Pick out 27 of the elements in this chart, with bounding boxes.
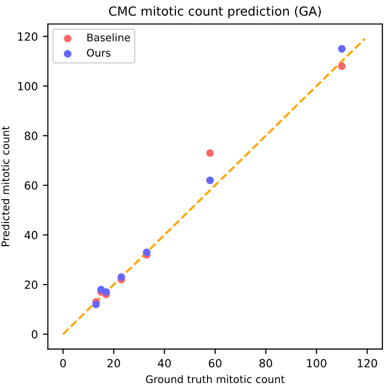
point bbox=[102, 288, 110, 296]
point bbox=[206, 149, 214, 157]
point bbox=[338, 62, 346, 70]
x-tick-label: 20 bbox=[107, 358, 120, 368]
y-tick-label: 80 bbox=[24, 132, 38, 140]
x-tick-label: 100 bbox=[307, 358, 326, 368]
x-tick-label: 0 bbox=[60, 358, 66, 368]
point bbox=[206, 176, 214, 184]
point bbox=[142, 248, 150, 256]
y-tick-label: 60 bbox=[24, 181, 38, 190]
y-tick-label: 100 bbox=[18, 82, 38, 90]
x-tick-label: 60 bbox=[208, 358, 222, 368]
point bbox=[92, 300, 100, 308]
x-axis-title: Ground truth mitotic count bbox=[146, 375, 285, 384]
x-tick-label: 80 bbox=[259, 358, 272, 368]
x-tick-label: 40 bbox=[158, 358, 171, 368]
y-tick-label: 120 bbox=[18, 32, 38, 41]
legend-label: Ours bbox=[86, 48, 110, 57]
y-tick-label: 0 bbox=[32, 330, 38, 339]
y-tick-label: 40 bbox=[24, 230, 38, 240]
chart-title: CMC mitotic count prediction (GA) bbox=[109, 6, 321, 18]
y-tick-label: 20 bbox=[24, 280, 38, 289]
point bbox=[118, 273, 126, 281]
x-tick-label: 120 bbox=[358, 358, 378, 368]
point bbox=[338, 45, 346, 53]
y-axis-title: Predicted mitotic count bbox=[1, 126, 10, 246]
legend-label: Baseline bbox=[87, 33, 130, 42]
